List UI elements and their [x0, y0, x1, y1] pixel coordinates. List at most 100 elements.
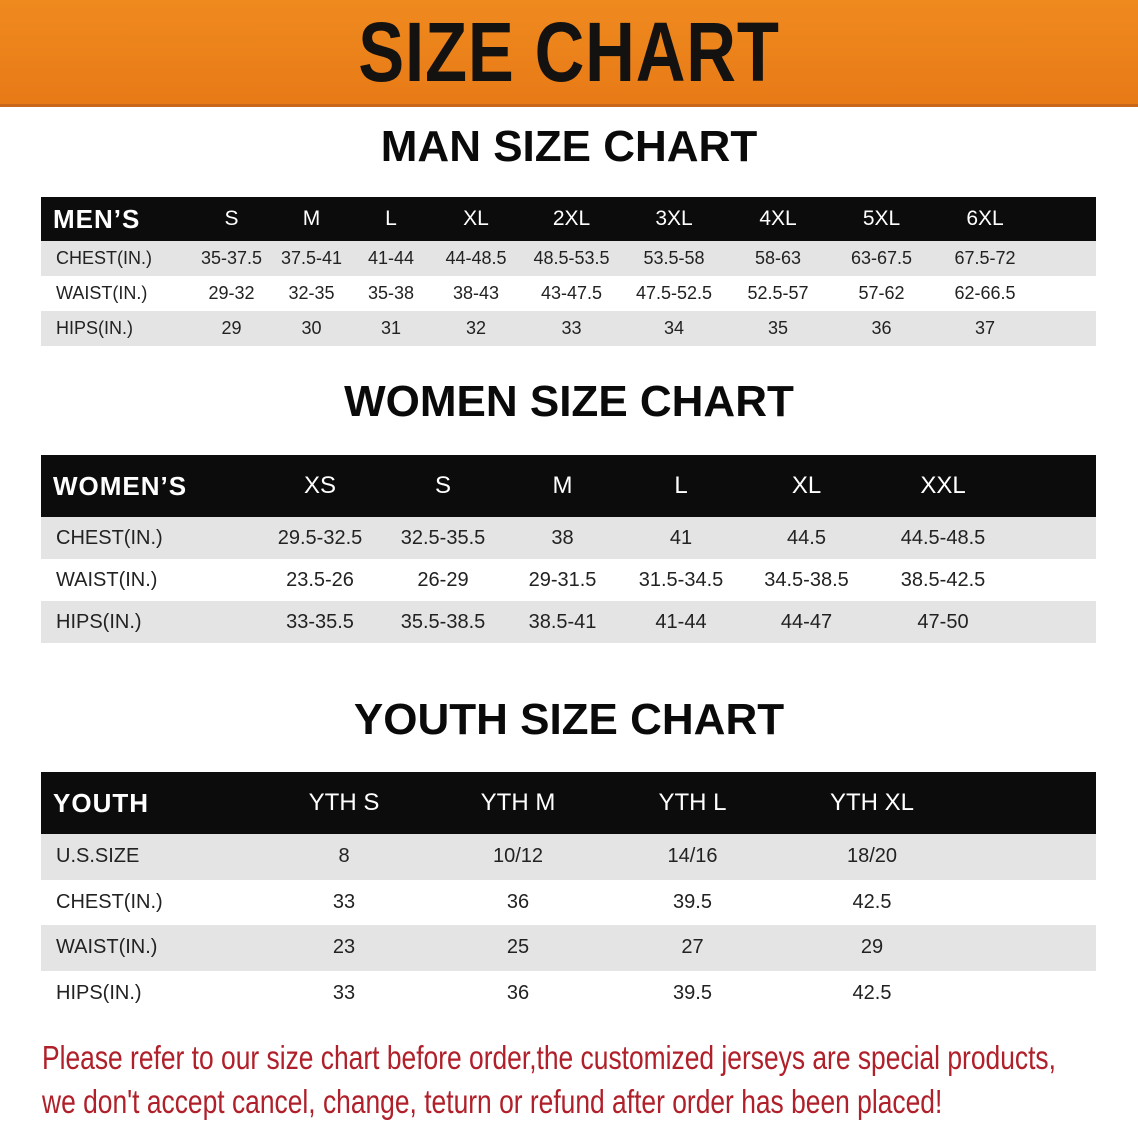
row-label: CHEST(IN.): [56, 890, 163, 913]
measurement-cell: 29: [221, 318, 242, 338]
size-header: 5XL: [862, 207, 901, 230]
measurement-cell: 42.5: [852, 890, 892, 913]
measurement-cell: 37: [974, 318, 996, 338]
measurement-cell: 35: [767, 318, 789, 338]
row-label: U.S.SIZE: [56, 845, 140, 868]
size-header: S: [224, 207, 239, 230]
measurement-cell: 23.5-26: [286, 568, 354, 591]
measurement-cell: 38-43: [452, 283, 500, 303]
measurement-cell: 67.5-72: [954, 248, 1016, 268]
row-label: HIPS(IN.): [56, 610, 142, 633]
measurement-cell: 31: [380, 318, 402, 338]
measurement-cell: 33: [332, 981, 356, 1004]
measurement-cell: 34: [663, 318, 685, 338]
table-row: CHEST(IN.) 35-37.5 37.5-41 41-44 44-48.5 48.5…: [41, 241, 1096, 276]
measurement-cell: 43-47.5: [540, 283, 603, 303]
measurement-cell: 32: [465, 318, 487, 338]
measurement-cell: [964, 971, 1096, 1017]
measurement-cell: 48.5-53.5: [533, 248, 610, 268]
measurement-cell: 33: [561, 318, 582, 338]
measurement-cell: 37.5-41: [280, 248, 343, 268]
size-header: 3XL: [655, 207, 693, 230]
measurement-cell: 62-66.5: [954, 283, 1016, 303]
measurement-cell: 33: [332, 890, 356, 913]
measurement-cell: [1037, 311, 1096, 346]
row-label: CHEST(IN.): [56, 248, 152, 268]
measurement-cell: 47-50: [917, 610, 969, 633]
measurement-cell: 32-35: [288, 283, 335, 303]
row-label: WAIST(IN.): [56, 936, 158, 959]
measurement-cell: [1014, 517, 1096, 559]
measurement-cell: 10/12: [492, 845, 544, 868]
row-label: HIPS(IN.): [56, 318, 134, 338]
measurement-cell: 41-44: [367, 248, 415, 268]
measurement-cell: 31.5-34.5: [638, 568, 724, 591]
table-row: WAIST(IN.) 23.5-26 26-29 29-31.5 31.5-34.5 34…: [41, 559, 1096, 601]
youth-heading: YOUTH SIZE CHART: [353, 695, 785, 744]
size-header: YTH L: [658, 789, 727, 816]
size-header: 4XL: [759, 207, 797, 230]
category-header: WOMEN’S: [53, 470, 188, 501]
size-header: [1037, 197, 1096, 241]
measurement-cell: 32.5-35.5: [400, 526, 486, 549]
table-row: U.S.SIZE 8 10/12 14/16 18/20: [41, 834, 1096, 880]
measurement-cell: 57-62: [858, 283, 905, 303]
measurement-cell: 36: [871, 318, 892, 338]
measurement-cell: 27: [681, 936, 704, 959]
measurement-cell: 44.5-48.5: [900, 526, 986, 549]
size-header: YTH M: [480, 789, 556, 816]
measurement-cell: 52.5-57: [747, 283, 809, 303]
size-header: M: [552, 472, 573, 499]
size-header: YTH S: [308, 789, 380, 816]
size-header: L: [385, 207, 397, 230]
measurement-cell: 25: [506, 936, 530, 959]
measurement-cell: [964, 834, 1096, 880]
measurement-cell: 47.5-52.5: [635, 283, 713, 303]
measurement-cell: 58-63: [754, 248, 802, 268]
measurement-cell: 23: [332, 936, 356, 959]
measurement-cell: 35.5-38.5: [400, 610, 486, 633]
men-size-table: MEN’S S M L XL 2XL 3XL 4XL 5XL 6XL CHEST(IN.) 35-37…: [41, 197, 1096, 346]
size-header: M: [302, 207, 321, 230]
size-header: [1014, 455, 1096, 517]
size-header: XS: [303, 472, 336, 499]
notice-line-2: we don't accept cancel, change, teturn o…: [42, 1083, 943, 1120]
measurement-cell: 41: [669, 526, 693, 549]
table-row: HIPS(IN.) 29 30 31 32 33 34 35 36 37: [41, 311, 1096, 346]
measurement-cell: 34.5-38.5: [764, 568, 849, 591]
measurement-cell: 44-48.5: [445, 248, 507, 268]
row-label: HIPS(IN.): [56, 981, 142, 1004]
measurement-cell: [1037, 241, 1096, 276]
measurement-cell: 39.5: [673, 981, 712, 1004]
measurement-cell: [964, 925, 1096, 971]
measurement-cell: 18/20: [846, 845, 898, 868]
size-header: [964, 772, 1096, 834]
measurement-cell: 36: [506, 890, 530, 913]
category-header: YOUTH: [53, 787, 149, 818]
measurement-cell: 63-67.5: [850, 248, 913, 268]
order-notice: Please refer to our size chart before or…: [42, 1036, 1098, 1124]
measurement-cell: 39.5: [673, 890, 712, 913]
measurement-cell: 26-29: [417, 568, 469, 591]
table-row: WAIST(IN.) 23 25 27 29: [41, 925, 1096, 971]
measurement-cell: [1037, 276, 1096, 311]
measurement-cell: 29-32: [208, 283, 255, 303]
measurement-cell: 36: [506, 981, 530, 1004]
header-row: MEN’S S M L XL 2XL 3XL 4XL 5XL 6XL: [41, 197, 1096, 241]
measurement-cell: 29.5-32.5: [277, 526, 363, 549]
size-header: L: [674, 472, 688, 499]
size-header: 6XL: [966, 207, 1004, 230]
youth-size-table: YOUTH YTH S YTH M YTH L YTH XL U.S.SIZE 8 10/12…: [41, 772, 1096, 1016]
measurement-cell: 35-38: [367, 283, 415, 303]
size-header: XL: [791, 472, 822, 499]
size-header: XL: [463, 207, 489, 230]
banner: SIZE CHART: [0, 0, 1138, 107]
banner-title: SIZE CHART: [358, 4, 780, 99]
measurement-cell: 14/16: [667, 845, 718, 868]
measurement-cell: 38.5-41: [528, 610, 597, 633]
men-heading: MAN SIZE CHART: [380, 122, 758, 171]
measurement-cell: 42.5: [852, 981, 892, 1004]
header-row: YOUTH YTH S YTH M YTH L YTH XL: [41, 772, 1096, 834]
measurement-cell: [964, 880, 1096, 926]
measurement-cell: 29: [860, 936, 884, 959]
